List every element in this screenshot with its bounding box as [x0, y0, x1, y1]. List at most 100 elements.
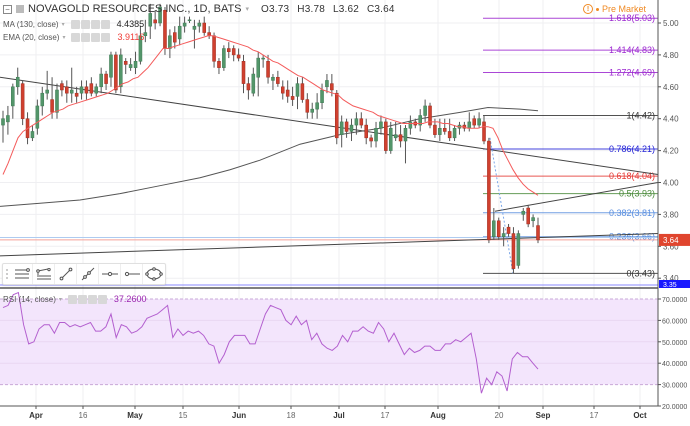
- fib-extension-tool[interactable]: [33, 264, 55, 284]
- candle-up: [393, 134, 398, 139]
- fib-level-label: 0.236(3.66): [609, 232, 655, 242]
- rsi-tick-label: 60.0000: [662, 318, 687, 325]
- time-tick-label: Jun: [232, 411, 246, 420]
- plus-icon[interactable]: [87, 294, 97, 304]
- drag-handle[interactable]: [3, 264, 11, 284]
- candle-up: [11, 86, 15, 107]
- chevron-down-icon[interactable]: ▾: [245, 6, 250, 13]
- descending-trendline[interactable]: [0, 76, 659, 176]
- candle-down: [236, 54, 241, 59]
- eye-icon[interactable]: [67, 294, 77, 304]
- time-tick-label: 17: [381, 411, 390, 420]
- ma-value: 4.4385: [116, 19, 145, 29]
- time-tick-label: 16: [79, 411, 88, 420]
- candle-up: [45, 89, 49, 94]
- ma-label[interactable]: MA (130, close): [3, 19, 59, 29]
- ema-label[interactable]: EMA (20, close): [3, 32, 60, 42]
- horizontal-ray-tool[interactable]: [121, 264, 143, 284]
- candle-down: [334, 92, 339, 139]
- candle-up: [99, 73, 103, 88]
- candle-up: [222, 48, 226, 68]
- ray-tool[interactable]: [77, 264, 99, 284]
- channel-trendline[interactable]: [494, 182, 659, 212]
- legend-ma: MA (130, close) ▾ 4.4385: [3, 19, 144, 29]
- candle-down: [433, 124, 437, 135]
- candle-up: [158, 6, 162, 24]
- extended-line-icon: [124, 271, 140, 277]
- symbol-title[interactable]: NOVAGOLD RESOURCES INC., 1D, BATS: [28, 3, 242, 15]
- current-price-label: 3.64: [663, 236, 679, 245]
- drawing-toolbar: [2, 263, 166, 285]
- chevron-down-icon[interactable]: ▾: [58, 296, 62, 303]
- candle-up: [55, 89, 59, 113]
- candle-up: [418, 115, 422, 126]
- candle-up: [128, 64, 133, 68]
- price-tick-label: 3.40: [663, 274, 679, 283]
- premarket-badge[interactable]: ! Pre Market: [582, 4, 646, 14]
- chevron-down-icon[interactable]: ▾: [61, 21, 65, 28]
- candle-up: [30, 131, 35, 139]
- candle-down: [305, 99, 310, 113]
- price-tick-label: 5.00: [663, 19, 679, 28]
- price-tick-label: 4.20: [663, 147, 679, 156]
- ascending-trendline[interactable]: [0, 233, 659, 257]
- eye-icon[interactable]: [71, 32, 81, 42]
- candle-up: [271, 76, 275, 81]
- candle-up: [148, 13, 153, 27]
- fib-connector: [489, 137, 514, 274]
- candle-down: [290, 96, 295, 100]
- candle-up: [119, 54, 123, 88]
- eye-icon[interactable]: [70, 19, 80, 29]
- trend-line-tool[interactable]: [55, 264, 77, 284]
- candle-down: [266, 61, 270, 78]
- fib-retracement-tool[interactable]: [11, 264, 33, 284]
- close-icon[interactable]: [97, 294, 107, 304]
- plus-icon[interactable]: [90, 19, 100, 29]
- candle-down: [173, 32, 177, 43]
- rsi-label[interactable]: RSI (14, close): [3, 294, 56, 304]
- fib-level-label: 0.5(3.93): [619, 189, 655, 199]
- price-tick-label: 3.80: [663, 210, 679, 219]
- candle-down: [364, 124, 368, 139]
- price-tick-label: 4.80: [663, 51, 679, 60]
- candle-up: [521, 210, 526, 215]
- ellipse-tool[interactable]: [143, 264, 165, 284]
- candle-up: [492, 220, 496, 237]
- candle-up: [182, 22, 187, 27]
- collapse-icon[interactable]: −: [3, 4, 12, 14]
- rsi-line: [2, 291, 539, 394]
- candle-down: [472, 118, 476, 126]
- close-icon[interactable]: [101, 32, 111, 42]
- ema-value: 3.9116: [117, 32, 145, 42]
- close-icon[interactable]: [100, 19, 110, 29]
- rsi-tick-label: 40.0000: [662, 361, 687, 368]
- gear-icon[interactable]: [77, 294, 87, 304]
- candle-up: [516, 233, 521, 266]
- fib-level-label: 0.786(4.21): [609, 144, 655, 154]
- gear-icon[interactable]: [81, 32, 91, 42]
- candle-up: [133, 61, 138, 68]
- candle-up: [6, 115, 10, 123]
- candle-down: [163, 9, 167, 49]
- rsi-tick-label: 50.0000: [662, 340, 687, 347]
- premarket-label: Pre Market: [601, 4, 646, 14]
- candle-up: [501, 233, 506, 237]
- gear-icon[interactable]: [80, 19, 90, 29]
- candle-up: [354, 118, 359, 126]
- ohlc-close: C3.64: [366, 3, 395, 15]
- candle-up: [374, 128, 378, 142]
- fib-level-label: 0.618(4.04): [609, 171, 655, 181]
- horizontal-line-tool[interactable]: [99, 264, 121, 284]
- candle-down: [246, 83, 251, 91]
- candle-up: [339, 121, 344, 135]
- candle-up: [261, 57, 265, 60]
- candle-up: [197, 22, 202, 27]
- candle-up: [1, 118, 5, 126]
- ellipse-icon: [145, 267, 163, 281]
- candle-up: [40, 92, 45, 107]
- time-tick-label: 20: [495, 411, 504, 420]
- chevron-down-icon[interactable]: ▾: [62, 34, 66, 41]
- plus-icon[interactable]: [91, 32, 101, 42]
